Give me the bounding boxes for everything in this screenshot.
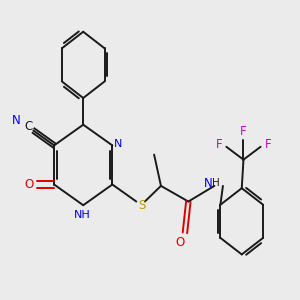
Text: N: N <box>114 140 123 149</box>
Text: S: S <box>138 199 146 212</box>
Text: O: O <box>25 178 34 191</box>
Text: F: F <box>265 137 272 151</box>
Text: F: F <box>240 124 247 138</box>
Text: O: O <box>175 236 184 248</box>
Text: F: F <box>215 137 222 151</box>
Text: NH: NH <box>74 210 91 220</box>
Text: N: N <box>204 177 213 190</box>
Text: C: C <box>24 120 33 133</box>
Text: N: N <box>12 114 21 127</box>
Text: H: H <box>212 178 220 188</box>
